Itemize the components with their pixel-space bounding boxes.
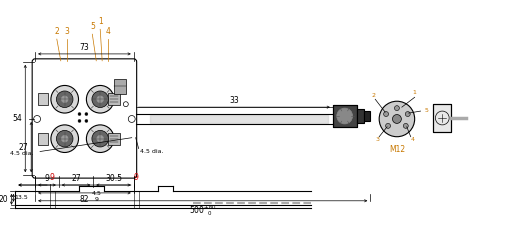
Text: 73: 73: [80, 43, 89, 52]
Circle shape: [97, 135, 104, 142]
Circle shape: [92, 130, 109, 147]
Text: 2: 2: [55, 27, 59, 36]
Bar: [434, 104, 451, 132]
Text: 27: 27: [19, 143, 28, 152]
Circle shape: [386, 123, 391, 128]
Circle shape: [86, 85, 114, 113]
Circle shape: [51, 125, 78, 153]
Bar: [108, 93, 120, 105]
Text: 5: 5: [425, 108, 428, 113]
Circle shape: [384, 112, 388, 117]
Text: 4: 4: [411, 137, 414, 142]
Circle shape: [85, 113, 88, 116]
Text: 9: 9: [94, 197, 98, 202]
Circle shape: [97, 96, 104, 103]
Circle shape: [56, 130, 73, 147]
Bar: [333, 105, 357, 127]
Circle shape: [92, 91, 109, 108]
Circle shape: [405, 112, 410, 117]
Text: 3: 3: [64, 27, 69, 36]
Circle shape: [337, 108, 352, 124]
Text: 82: 82: [80, 195, 89, 204]
Bar: [38, 133, 48, 145]
Text: 4: 4: [105, 27, 111, 36]
Bar: [357, 109, 365, 123]
Circle shape: [379, 101, 414, 137]
Circle shape: [78, 113, 81, 116]
Text: 4.5 dia.: 4.5 dia.: [10, 151, 33, 156]
Text: 9: 9: [133, 173, 138, 182]
Circle shape: [86, 125, 114, 153]
Circle shape: [85, 120, 88, 122]
Bar: [333, 105, 357, 127]
Text: 500$^{+60}_{\ \ 0}$: 500$^{+60}_{\ \ 0}$: [189, 203, 217, 218]
Circle shape: [78, 120, 81, 122]
Text: 4.5: 4.5: [91, 191, 101, 196]
Text: 54: 54: [13, 114, 22, 123]
Text: 30.5: 30.5: [105, 174, 122, 183]
Circle shape: [393, 114, 401, 123]
Text: 9: 9: [45, 174, 49, 183]
Text: 5: 5: [90, 22, 95, 31]
Text: 2: 2: [371, 93, 375, 98]
Text: 4.5 dia.: 4.5 dia.: [139, 149, 163, 154]
Circle shape: [403, 123, 408, 128]
Text: 13.5: 13.5: [14, 195, 28, 200]
Bar: [434, 104, 451, 132]
Circle shape: [56, 91, 73, 108]
Bar: [365, 111, 370, 121]
Circle shape: [51, 85, 78, 113]
Bar: [114, 79, 126, 94]
Circle shape: [61, 96, 68, 103]
Bar: [38, 93, 48, 105]
Circle shape: [61, 135, 68, 142]
Text: M12: M12: [389, 145, 405, 154]
Text: 27: 27: [71, 174, 81, 183]
Text: 1: 1: [413, 90, 417, 95]
Text: 3: 3: [375, 137, 379, 142]
Text: 9: 9: [49, 173, 55, 182]
FancyBboxPatch shape: [32, 59, 137, 178]
Text: 20: 20: [0, 195, 8, 204]
Text: 1: 1: [98, 17, 103, 26]
Circle shape: [394, 106, 400, 111]
Bar: [108, 133, 120, 145]
Text: 33: 33: [229, 96, 239, 105]
